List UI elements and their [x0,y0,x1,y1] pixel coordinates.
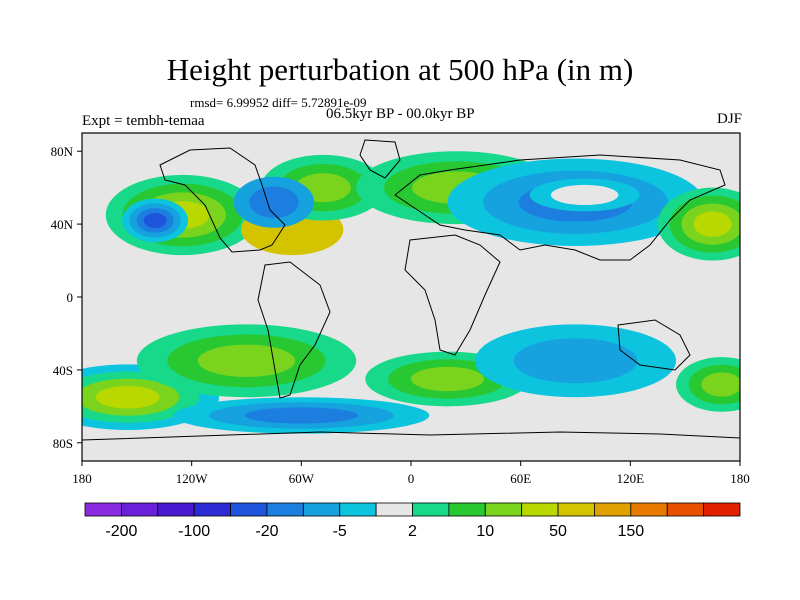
anomaly-region-12 [173,397,430,434]
anomaly-region-15 [676,357,740,412]
lat-tick-label: 40S [53,363,73,378]
lon-tick-label: 120E [617,471,645,486]
coastline-europe-asia [394,154,726,261]
contour-level [701,372,740,397]
anomaly-region-4 [233,176,315,228]
colorbar-swatch [375,502,413,517]
lat-tick-label: 80N [51,144,74,159]
contour-level [693,211,732,237]
anomaly-region-14 [474,324,677,398]
colorbar-swatch [666,502,705,517]
colorbar-label: -5 [333,523,347,540]
contour-level [143,212,167,229]
coastline-greenland [359,139,401,179]
coastline-south-america [257,261,331,399]
colorbar-swatch [266,502,304,517]
lat-tick-label: 0 [67,290,74,305]
colorbar-swatch [594,502,632,517]
lat-tick-label: 80S [53,436,73,451]
anomaly-region-3 [261,154,386,221]
contour-level [550,184,619,206]
coastline-australia [617,319,691,371]
lon-tick-label: 180 [730,471,750,486]
contour-level [95,385,160,409]
anomaly-region-9 [657,187,740,261]
lon-tick-label: 180 [72,471,92,486]
coastlines [82,139,740,441]
colorbar-swatch [120,502,159,517]
colorbar-label: 2 [408,523,417,540]
colorbar-swatch [703,502,741,517]
colorbar-swatch [521,502,559,517]
lon-tick-label: 0 [408,471,415,486]
longitude-axis: 180 120W 60W 0 60E 120E 180 [72,461,750,486]
coastline-north-america [159,147,286,253]
colorbar-swatch [157,502,195,517]
lon-tick-label: 60E [510,471,531,486]
stats-text: rmsd= 6.99952 diff= 5.72891e-09 [190,95,367,110]
colorbar-label: -20 [255,523,278,540]
chart-title: Height perturbation at 500 hPa (in m) [166,52,634,87]
experiment-label: Expt = tembh-temaa [82,113,205,129]
colorbar-swatch [339,502,377,517]
anomaly-region-5 [122,198,189,243]
colorbar-swatch [302,502,341,517]
latitude-axis: 80N 40N 0 40S 80S [51,144,82,451]
contour-level [249,186,299,218]
colorbar-label: -200 [105,523,137,540]
colorbar-label: -100 [178,523,210,540]
anomaly-region-11 [136,324,357,398]
coastline-antarctica [82,431,740,441]
period-label: 06.5kyr BP - 00.0kyr BP [326,106,475,122]
season-label: DJF [716,111,742,127]
map-area [82,133,740,461]
coastline-africa [404,234,501,356]
colorbar-swatch [193,502,231,517]
colorbar-swatch [448,502,486,517]
contour-level [244,407,359,424]
anomaly-region-8 [529,178,640,212]
colorbar-swatch [630,502,668,517]
colorbar-label: 10 [476,523,494,540]
colorbar-swatch [84,502,122,517]
contour-level [513,338,638,384]
colorbar-swatch [484,502,523,517]
lat-tick-label: 40N [51,217,74,232]
colorbar: -200 -100 -20 -5 2 10 50 150 [84,502,741,540]
lon-tick-label: 60W [289,471,315,486]
colorbar-swatch [557,502,595,517]
colorbar-swatch [230,502,268,517]
colorbar-swatch [412,502,450,517]
lon-tick-label: 120W [176,471,209,486]
contour-level [197,344,296,377]
colorbar-label: 50 [549,523,567,540]
colorbar-label: 150 [617,523,644,540]
contour-level [411,366,485,392]
